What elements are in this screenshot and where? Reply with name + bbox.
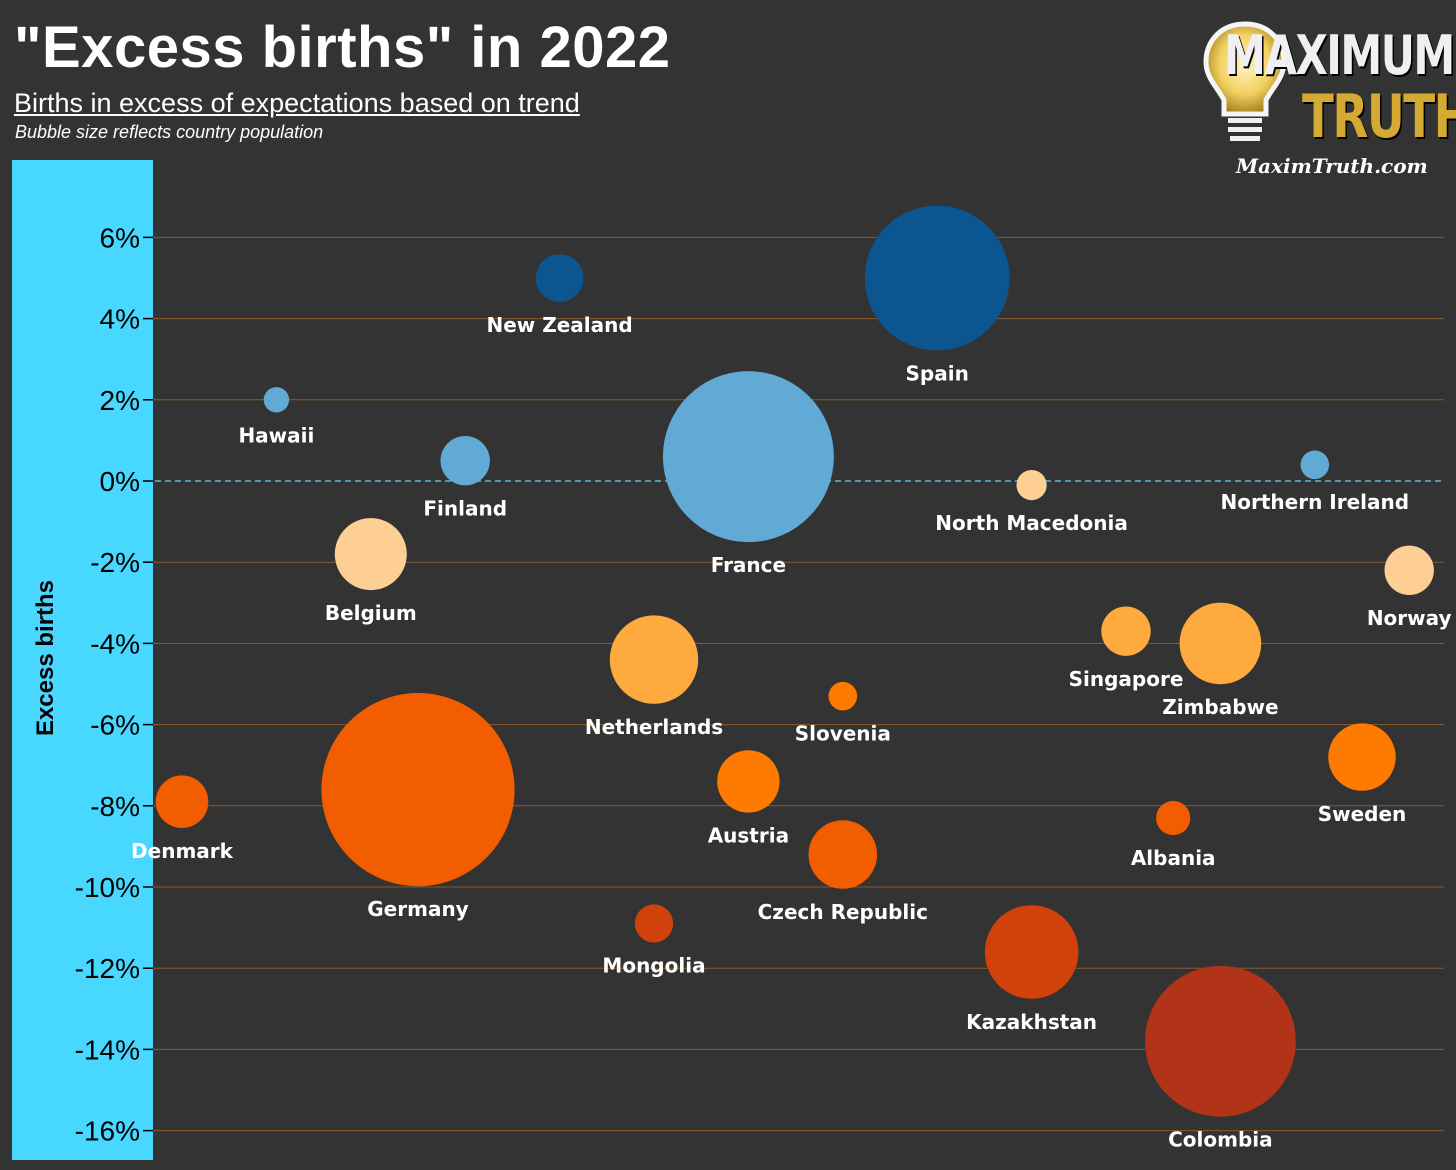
label-mongolia: Mongolia [602, 954, 705, 978]
label-czech-republic: Czech Republic [758, 900, 928, 924]
chart-subtitle: Births in excess of expectations based o… [14, 88, 580, 118]
y-tick-label: 6% [100, 222, 140, 253]
label-slovenia: Slovenia [795, 721, 891, 745]
bubble-colombia [1145, 965, 1296, 1117]
label-germany: Germany [367, 897, 468, 921]
label-hawaii: Hawaii [238, 424, 314, 448]
bubble-albania [1156, 800, 1191, 836]
y-axis-band [12, 160, 153, 1160]
label-netherlands: Netherlands [585, 715, 723, 739]
y-tick-label: -6% [90, 710, 140, 741]
label-zimbabwe: Zimbabwe [1162, 695, 1278, 719]
label-finland: Finland [423, 496, 507, 520]
bubble-slovenia [828, 681, 858, 711]
y-tick-label: -4% [90, 628, 140, 659]
bubble-belgium [334, 518, 407, 591]
label-north-macedonia: North Macedonia [935, 511, 1128, 535]
y-tick-label: 2% [100, 385, 140, 416]
bubble-finland [440, 436, 490, 486]
y-tick-label: -8% [90, 791, 140, 822]
maximum-truth-logo: MAXIMUM TRUTH MaximTruth.com [1200, 18, 1456, 188]
label-colombia: Colombia [1168, 1128, 1273, 1152]
label-spain: Spain [906, 361, 969, 385]
bubble-kazakhstan [984, 905, 1079, 999]
logo-word-truth: TRUTH [1302, 82, 1456, 152]
bubble-denmark [155, 775, 209, 828]
size-note: Bubble size reflects country population [15, 122, 324, 142]
bubble-spain [864, 205, 1010, 351]
bubble-hawaii [263, 387, 290, 413]
y-tick-label: -14% [75, 1034, 140, 1065]
label-norway: Norway [1367, 606, 1452, 630]
bubble-france [662, 371, 834, 543]
label-austria: Austria [708, 824, 789, 848]
label-singapore: Singapore [1069, 667, 1184, 691]
bubble-norway [1384, 545, 1434, 595]
bubble-sweden [1328, 723, 1396, 791]
y-tick-label: -10% [75, 872, 140, 903]
label-kazakhstan: Kazakhstan [966, 1010, 1097, 1034]
y-tick-label: -12% [75, 953, 140, 984]
label-northern-ireland: Northern Ireland [1221, 490, 1410, 514]
bubble-austria [717, 750, 780, 813]
y-tick-label: -16% [75, 1116, 140, 1147]
bubble-mongolia [634, 904, 674, 943]
label-sweden: Sweden [1318, 802, 1407, 826]
bubble-netherlands [609, 615, 699, 704]
label-denmark: Denmark [131, 839, 234, 863]
y-tick-label: -2% [90, 547, 140, 578]
y-tick-label: 0% [100, 466, 140, 497]
y-tick-label: 4% [100, 304, 140, 335]
bubble-singapore [1101, 606, 1151, 656]
logo-url: MaximTruth.com [1236, 154, 1428, 178]
bubble-northern-ireland [1300, 450, 1330, 480]
label-albania: Albania [1131, 846, 1216, 870]
label-belgium: Belgium [325, 601, 417, 625]
bubble-czech-republic [808, 820, 878, 889]
logo-word-maximum: MAXIMUM [1224, 24, 1455, 87]
label-new-zealand: New Zealand [486, 313, 632, 337]
label-france: France [711, 553, 786, 577]
bubble-germany [321, 693, 515, 887]
chart-title: "Excess births" in 2022 [14, 15, 671, 80]
bubble-north-macedonia [1016, 470, 1047, 501]
lightbulb-icon [1203, 21, 1287, 141]
bubble-new-zealand [535, 254, 584, 302]
bubble-zimbabwe [1179, 602, 1262, 685]
